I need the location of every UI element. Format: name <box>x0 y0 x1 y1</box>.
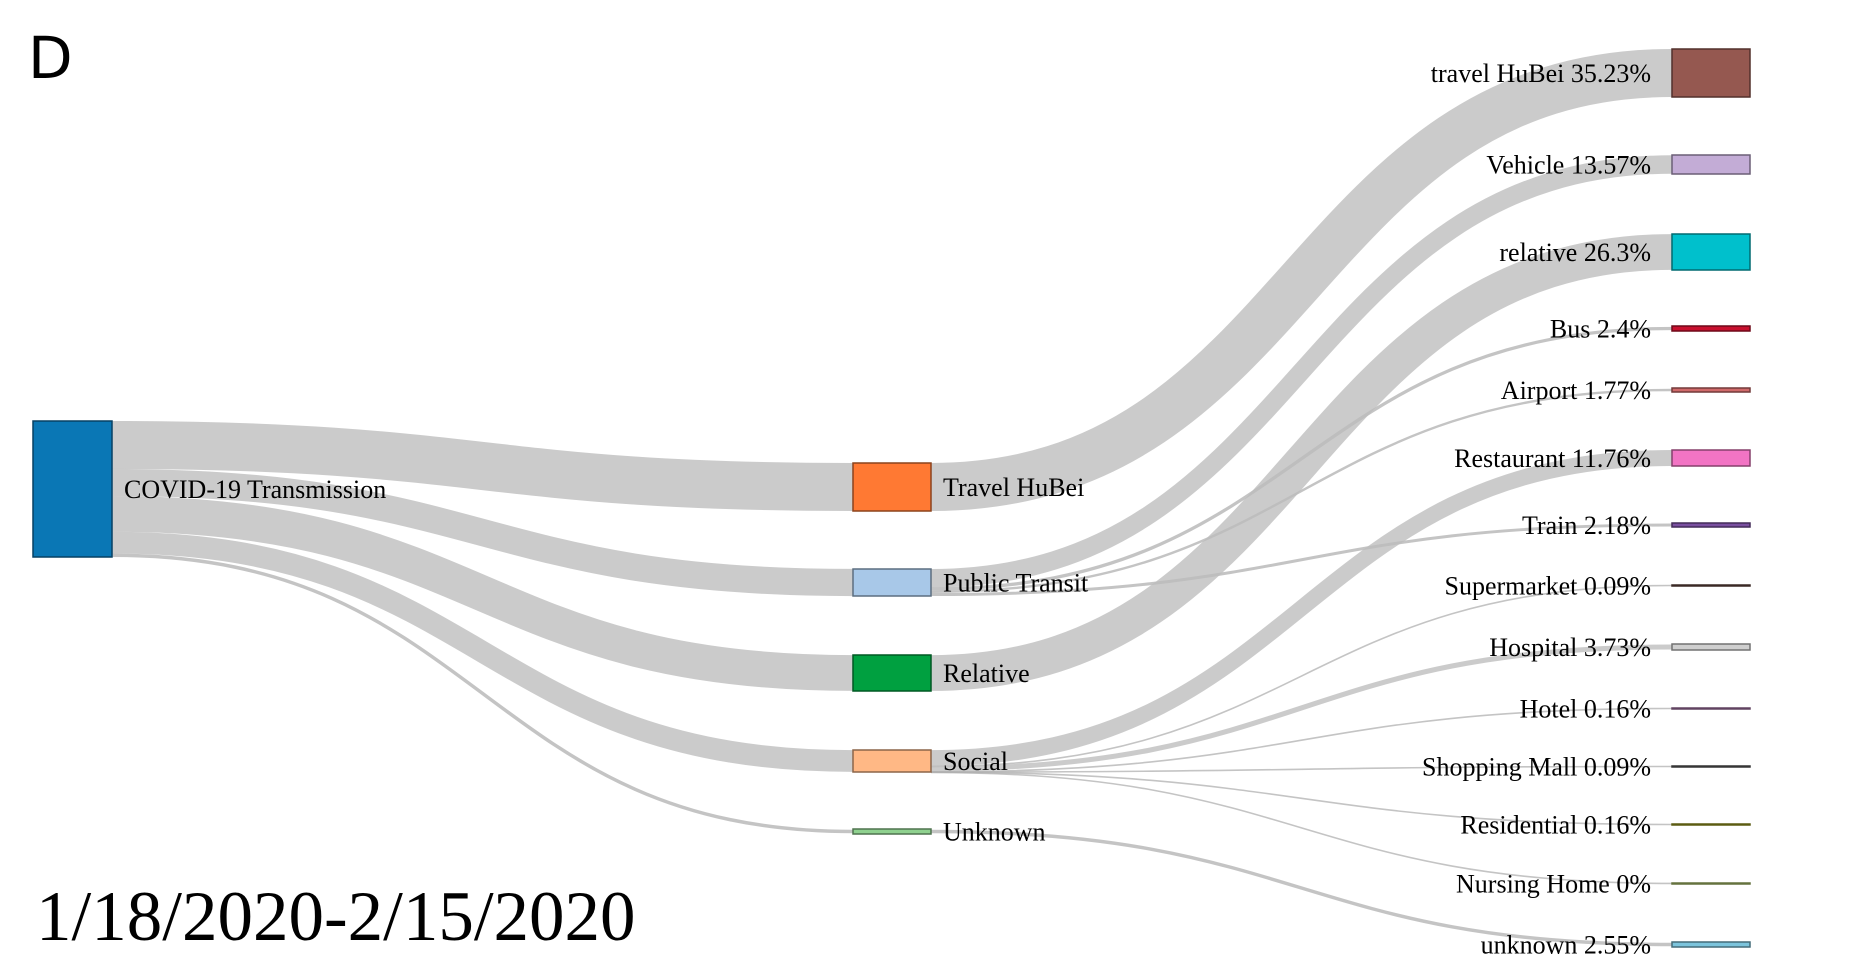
node-label-d-vehicle: Vehicle 13.57% <box>1486 151 1651 180</box>
date-range: 1/18/2020-2/15/2020 <box>36 878 636 956</box>
node-d-hotel <box>1671 707 1751 710</box>
node-d-residential <box>1671 823 1751 826</box>
link-public-transit-to-d-airport <box>930 388 1673 594</box>
node-label-d-supermarket: Supermarket 0.09% <box>1444 572 1651 601</box>
node-label-d-restaurant: Restaurant 11.76% <box>1454 444 1651 473</box>
node-label-relative: Relative <box>943 659 1030 688</box>
node-d-vehicle <box>1671 154 1751 175</box>
sankey-links <box>111 49 1673 947</box>
node-d-relative <box>1671 233 1751 271</box>
sankey-nodes: COVID-19 Transmission Travel HuBei Public … <box>32 48 1751 960</box>
link-social-to-d-shopping-mall <box>930 765 1673 773</box>
node-label-d-airport: Airport 1.77% <box>1501 376 1651 405</box>
node-social <box>852 749 932 773</box>
link-public-transit-to-d-vehicle <box>930 155 1673 588</box>
link-social-to-d-hotel <box>930 707 1673 773</box>
link-source-to-relative <box>111 495 854 691</box>
node-label-d-travel-hubei: travel HuBei 35.23% <box>1431 59 1651 88</box>
link-unknown-to-d-unknown <box>930 829 1673 947</box>
link-social-to-d-residential <box>930 771 1673 826</box>
node-d-train <box>1671 522 1751 528</box>
node-label-d-residential: Residential 0.16% <box>1460 811 1651 840</box>
node-unknown <box>852 828 932 835</box>
link-social-to-d-nursing-home <box>930 771 1673 885</box>
link-public-transit-to-d-train <box>930 523 1673 597</box>
node-d-supermarket <box>1671 584 1751 587</box>
node-d-unknown <box>1671 941 1751 948</box>
node-label-unknown: Unknown <box>943 818 1046 847</box>
node-label-public-transit: Public Transit <box>943 569 1089 598</box>
link-social-to-d-restaurant <box>930 449 1673 767</box>
link-source-to-social <box>111 531 854 772</box>
link-source-to-unknown <box>111 553 854 834</box>
node-label-d-hotel: Hotel 0.16% <box>1520 695 1651 724</box>
link-source-to-travel-hubei <box>111 420 854 511</box>
node-d-airport <box>1671 387 1751 393</box>
node-d-shopping-mall <box>1671 765 1751 768</box>
node-d-restaurant <box>1671 449 1751 467</box>
node-source <box>32 420 113 558</box>
node-label-d-bus: Bus 2.4% <box>1550 315 1651 344</box>
node-d-nursing-home <box>1671 882 1751 885</box>
node-label-d-relative: relative 26.3% <box>1499 238 1651 267</box>
panel-letter: D <box>28 24 73 92</box>
node-public-transit <box>852 568 932 597</box>
node-relative <box>852 654 932 692</box>
node-d-bus <box>1671 325 1751 332</box>
link-relative-to-d-relative <box>930 234 1673 691</box>
node-label-travel-hubei: Travel HuBei <box>943 473 1084 502</box>
link-social-to-d-supermarket <box>930 584 1673 768</box>
node-label-d-nursing-home: Nursing Home 0% <box>1456 870 1651 899</box>
node-d-travel-hubei <box>1671 48 1751 98</box>
node-d-hospital <box>1671 643 1751 651</box>
node-travel-hubei <box>852 462 932 512</box>
node-label-d-train: Train 2.18% <box>1522 511 1651 540</box>
node-label-social: Social <box>943 747 1008 776</box>
node-label-d-unknown: unknown 2.55% <box>1481 931 1651 960</box>
node-label-d-hospital: Hospital 3.73% <box>1489 633 1651 662</box>
link-social-to-d-hospital <box>930 644 1673 772</box>
link-source-to-public-transit <box>111 468 854 597</box>
link-travel-hubei-to-d-travel-hubei <box>930 49 1673 511</box>
node-label-source: COVID-19 Transmission <box>124 475 386 504</box>
node-label-d-shopping-mall: Shopping Mall 0.09% <box>1422 753 1651 782</box>
